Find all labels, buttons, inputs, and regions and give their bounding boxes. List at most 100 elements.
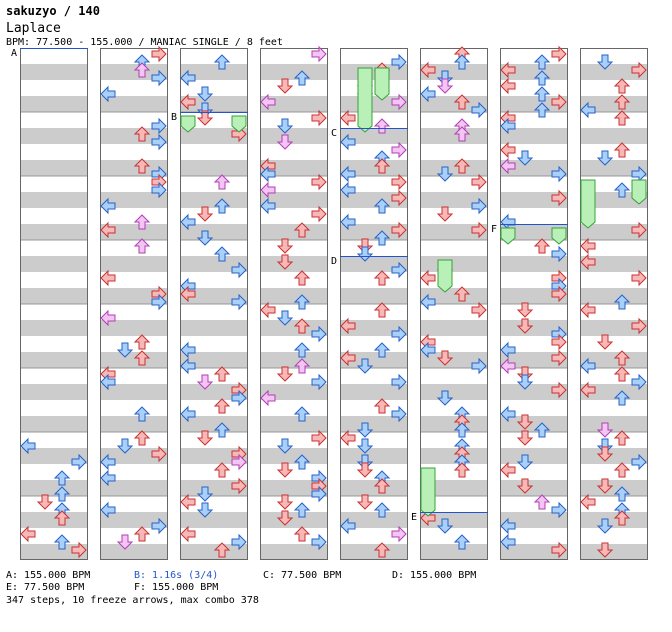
legend-f: F: 155.000 BPM bbox=[134, 582, 219, 593]
step-arrow-up bbox=[213, 54, 231, 70]
beat-stripe bbox=[420, 192, 488, 208]
step-arrow-right bbox=[311, 485, 327, 503]
beat-stripe bbox=[500, 544, 568, 560]
beat-stripe bbox=[260, 160, 328, 176]
freeze-arrow bbox=[580, 179, 596, 229]
beat-stripe bbox=[260, 96, 328, 112]
step-arrow-up bbox=[293, 222, 311, 238]
step-arrow-left bbox=[340, 133, 356, 151]
beat-stripe bbox=[100, 480, 168, 496]
step-arrow-right bbox=[231, 453, 247, 471]
step-arrow-right bbox=[311, 373, 327, 391]
beat-stripe bbox=[20, 128, 88, 144]
beat-stripe bbox=[180, 448, 248, 464]
beat-stripe bbox=[420, 416, 488, 432]
beat-stripe bbox=[20, 256, 88, 272]
beat-stripe bbox=[340, 64, 408, 80]
step-arrow-up bbox=[613, 142, 631, 158]
beat-stripe bbox=[420, 512, 488, 528]
step-arrow-up bbox=[293, 294, 311, 310]
beat-stripe bbox=[580, 64, 648, 80]
step-arrow-left bbox=[340, 349, 356, 367]
beat-stripe bbox=[260, 448, 328, 464]
step-arrow-left bbox=[180, 93, 196, 111]
beat-stripe bbox=[260, 224, 328, 240]
step-arrow-left bbox=[100, 221, 116, 239]
beat-stripe bbox=[340, 192, 408, 208]
beat-stripe bbox=[340, 224, 408, 240]
beat-stripe bbox=[500, 288, 568, 304]
step-arrow-up bbox=[613, 510, 631, 526]
beat-stripe bbox=[260, 320, 328, 336]
step-arrow-right bbox=[471, 301, 487, 319]
beat-stripe bbox=[500, 160, 568, 176]
step-arrow-left bbox=[420, 341, 436, 359]
section-label: F bbox=[491, 224, 497, 235]
beat-stripe bbox=[260, 544, 328, 560]
step-arrow-right bbox=[551, 165, 567, 183]
step-arrow-up bbox=[133, 526, 151, 542]
step-arrow-right bbox=[151, 293, 167, 311]
step-arrow-up bbox=[133, 158, 151, 174]
step-arrow-up bbox=[293, 358, 311, 374]
step-arrow-down bbox=[116, 342, 134, 358]
step-arrow-down bbox=[356, 462, 374, 478]
beat-stripe bbox=[260, 480, 328, 496]
step-chart: A B C D E F bbox=[11, 45, 648, 560]
beat-stripe bbox=[100, 256, 168, 272]
beat-stripe bbox=[180, 352, 248, 368]
beat-stripe bbox=[260, 288, 328, 304]
step-arrow-down bbox=[276, 238, 294, 254]
beat-stripe bbox=[260, 64, 328, 80]
step-arrow-down bbox=[516, 374, 534, 390]
step-arrow-down bbox=[596, 446, 614, 462]
step-arrow-left bbox=[340, 429, 356, 447]
step-arrow-down bbox=[36, 494, 54, 510]
step-arrow-up bbox=[613, 94, 631, 110]
step-arrow-left bbox=[100, 197, 116, 215]
step-arrow-up bbox=[453, 286, 471, 302]
step-arrow-right bbox=[631, 373, 647, 391]
step-arrow-down bbox=[516, 302, 534, 318]
step-arrow-right bbox=[231, 477, 247, 495]
beat-stripe bbox=[180, 256, 248, 272]
step-arrow-up bbox=[613, 78, 631, 94]
beat-stripe bbox=[260, 256, 328, 272]
step-arrow-up bbox=[293, 270, 311, 286]
step-arrow-down bbox=[276, 462, 294, 478]
step-arrow-up bbox=[453, 534, 471, 550]
step-arrow-right bbox=[631, 221, 647, 239]
step-arrow-right bbox=[311, 533, 327, 551]
step-arrow-left bbox=[340, 517, 356, 535]
step-arrow-down bbox=[436, 390, 454, 406]
step-arrow-right bbox=[71, 453, 87, 471]
step-arrow-right bbox=[551, 189, 567, 207]
chart-footer: A: 155.000 BPM B: 1.16s (3/4) C: 77.500 … bbox=[6, 570, 476, 607]
beat-stripe bbox=[500, 96, 568, 112]
step-arrow-down bbox=[436, 166, 454, 182]
step-arrow-up bbox=[213, 174, 231, 190]
beat-stripe bbox=[340, 448, 408, 464]
step-arrow-down bbox=[196, 502, 214, 518]
beat-stripe bbox=[500, 224, 568, 240]
step-arrow-left bbox=[580, 493, 596, 511]
step-arrow-right bbox=[391, 189, 407, 207]
step-arrow-left bbox=[100, 501, 116, 519]
step-arrow-right bbox=[631, 269, 647, 287]
column-border bbox=[500, 48, 568, 560]
step-arrow-up bbox=[293, 318, 311, 334]
beat-stripe bbox=[100, 448, 168, 464]
beat-stripe bbox=[180, 160, 248, 176]
step-arrow-right bbox=[311, 173, 327, 191]
beat-stripe bbox=[500, 128, 568, 144]
step-arrow-left bbox=[20, 525, 36, 543]
step-arrow-right bbox=[551, 381, 567, 399]
step-arrow-right bbox=[391, 261, 407, 279]
step-arrow-down bbox=[596, 334, 614, 350]
step-arrow-up bbox=[453, 54, 471, 70]
step-stats: 347 steps, 10 freeze arrows, max combo 3… bbox=[6, 595, 259, 606]
step-arrow-left bbox=[500, 341, 516, 359]
step-arrow-up bbox=[453, 158, 471, 174]
step-arrow-up bbox=[613, 486, 631, 502]
beat-stripe bbox=[580, 544, 648, 560]
